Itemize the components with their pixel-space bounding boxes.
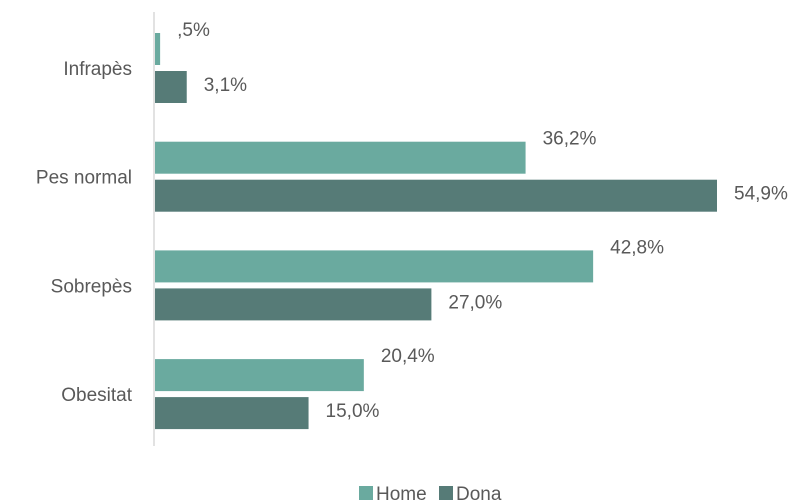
category-label: Sobrepès	[51, 276, 132, 297]
labels-group: Infrapès ,5% 3,1% Pes normal 36,2% 54,9% Sobre…	[36, 20, 788, 422]
bar-dona	[155, 71, 187, 103]
bar-dona	[155, 288, 432, 321]
category-label: Infrapès	[63, 59, 132, 80]
data-label: 36,2%	[543, 129, 597, 150]
bars-group	[155, 33, 717, 430]
category-label: Pes normal	[36, 168, 132, 189]
data-label: ,5%	[177, 20, 210, 41]
bar-dona	[155, 179, 717, 212]
data-label: 42,8%	[610, 237, 664, 258]
data-label: 54,9%	[734, 184, 788, 205]
category-label: Obesitat	[61, 385, 132, 406]
legend-swatch-home	[359, 486, 373, 500]
bar-home	[155, 359, 364, 392]
legend: Home Dona	[359, 484, 502, 503]
bar-home	[155, 33, 161, 65]
bar-home	[155, 250, 594, 283]
data-label: 20,4%	[381, 346, 435, 367]
bar-home	[155, 141, 526, 174]
legend-label-home: Home	[376, 484, 427, 503]
data-label: 27,0%	[448, 292, 502, 313]
legend-swatch-dona	[439, 486, 453, 500]
bar-dona	[155, 397, 309, 430]
data-label: 15,0%	[326, 401, 380, 422]
data-label: 3,1%	[204, 75, 247, 96]
legend-label-dona: Dona	[456, 484, 502, 503]
